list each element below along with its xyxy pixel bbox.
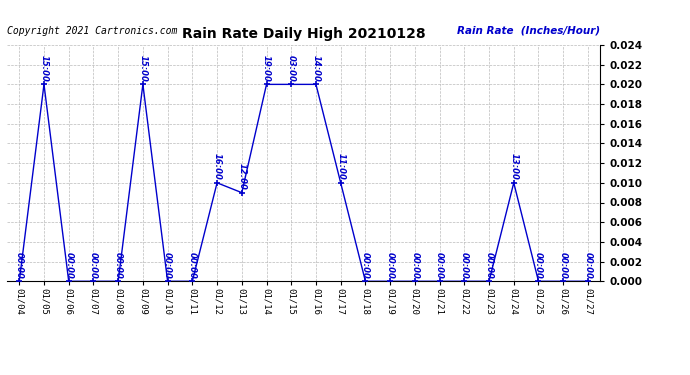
Text: 00:00: 00:00 bbox=[188, 252, 197, 279]
Text: 14:00: 14:00 bbox=[311, 55, 320, 82]
Text: 19:00: 19:00 bbox=[262, 55, 271, 82]
Text: 11:00: 11:00 bbox=[336, 153, 345, 180]
Text: 00:00: 00:00 bbox=[411, 252, 420, 279]
Text: 00:00: 00:00 bbox=[460, 252, 469, 279]
Text: 00:00: 00:00 bbox=[584, 252, 593, 279]
Text: 00:00: 00:00 bbox=[114, 252, 123, 279]
Text: 00:00: 00:00 bbox=[361, 252, 370, 279]
Text: Rain Rate  (Inches/Hour): Rain Rate (Inches/Hour) bbox=[457, 26, 600, 36]
Text: 16:00: 16:00 bbox=[213, 153, 221, 180]
Text: 00:00: 00:00 bbox=[89, 252, 98, 279]
Text: 13:00: 13:00 bbox=[509, 153, 518, 180]
Text: 00:00: 00:00 bbox=[435, 252, 444, 279]
Text: 00:00: 00:00 bbox=[64, 252, 73, 279]
Title: Rain Rate Daily High 20210128: Rain Rate Daily High 20210128 bbox=[181, 27, 426, 41]
Text: 00:00: 00:00 bbox=[534, 252, 543, 279]
Text: 15:00: 15:00 bbox=[39, 55, 48, 82]
Text: 00:00: 00:00 bbox=[163, 252, 172, 279]
Text: 00:00: 00:00 bbox=[386, 252, 395, 279]
Text: 00:00: 00:00 bbox=[14, 252, 23, 279]
Text: 00:00: 00:00 bbox=[559, 252, 568, 279]
Text: 00:00: 00:00 bbox=[484, 252, 493, 279]
Text: 03:00: 03:00 bbox=[287, 55, 296, 82]
Text: 12:00: 12:00 bbox=[237, 163, 246, 190]
Text: Copyright 2021 Cartronics.com: Copyright 2021 Cartronics.com bbox=[7, 26, 177, 36]
Text: 15:00: 15:00 bbox=[139, 55, 148, 82]
